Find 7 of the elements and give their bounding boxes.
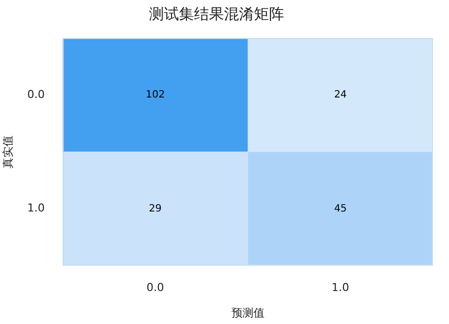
data-label: 24 <box>334 89 347 100</box>
chart-title: 测试集结果混淆矩阵 <box>149 4 284 23</box>
data-label: 29 <box>148 203 162 214</box>
y-axis-title: 真实值 <box>1 135 14 168</box>
x-axis-title: 预测值 <box>231 306 264 320</box>
data-label: 45 <box>334 203 347 214</box>
data-label: 102 <box>146 89 165 100</box>
